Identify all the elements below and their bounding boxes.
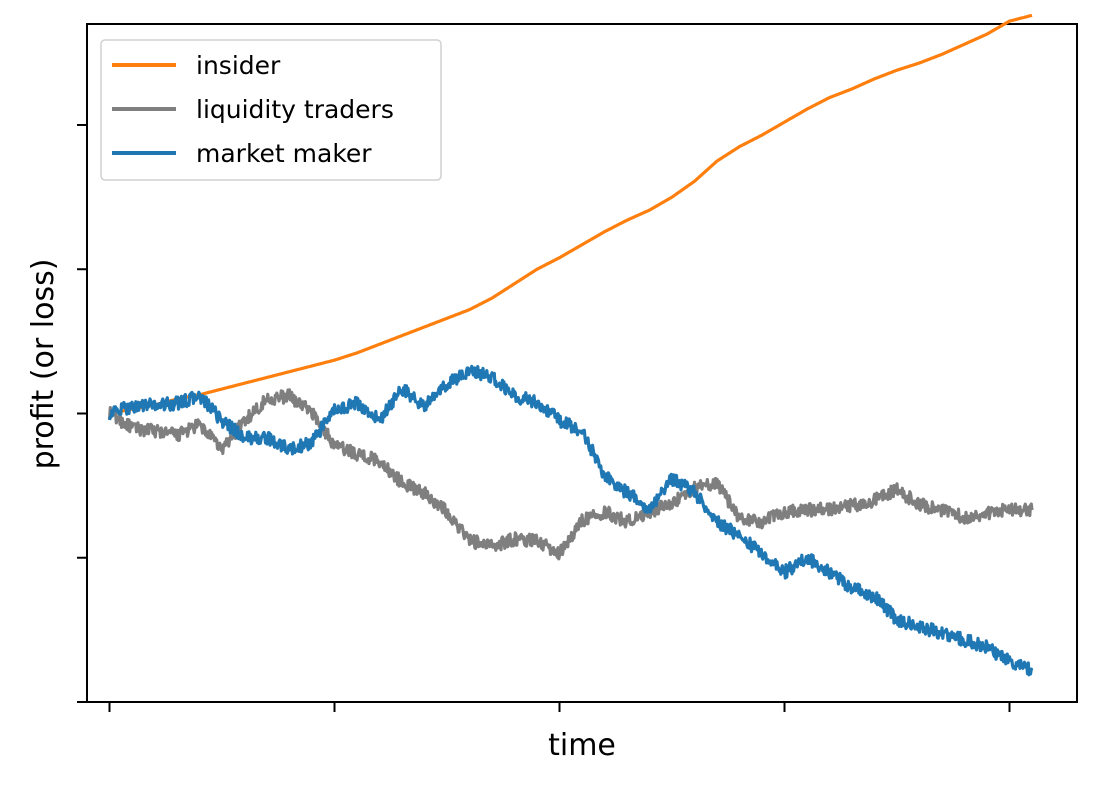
tick-layer	[77, 123, 1011, 712]
y-axis-label: profit (or loss)	[26, 259, 61, 470]
legend: insider liquidity traders market maker	[100, 39, 442, 181]
legend-box	[100, 39, 442, 181]
series-line-liquidity-traders	[107, 388, 1034, 561]
x-axis-label: time	[548, 728, 616, 763]
series-line-market-maker	[107, 364, 1034, 677]
series-line-insider	[108, 13, 1033, 416]
legend-label-market-maker: market maker	[196, 139, 372, 168]
legend-label-liquidity-traders: liquidity traders	[196, 95, 394, 124]
legend-label-insider: insider	[196, 51, 281, 80]
legend-entries: insider liquidity traders market maker	[112, 51, 394, 168]
series-layer	[107, 13, 1034, 677]
